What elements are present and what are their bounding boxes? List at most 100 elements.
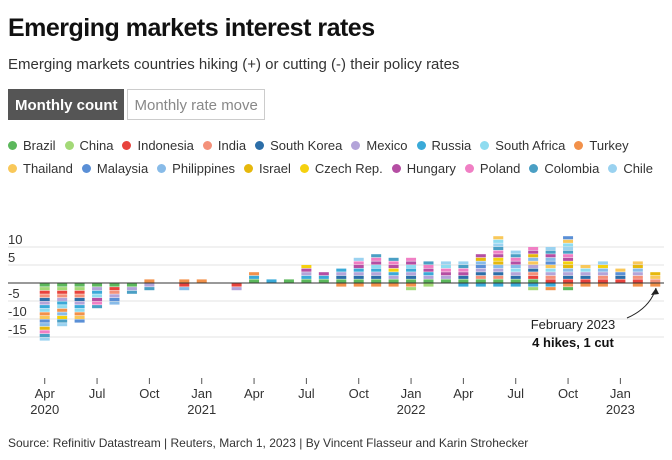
bar-segment-cut — [57, 283, 68, 287]
legend-label: Chile — [623, 161, 653, 176]
legend-swatch — [81, 164, 91, 173]
legend-item-colombia: Colombia — [529, 160, 599, 177]
bar-segment-hike — [493, 247, 504, 251]
bar-segment-hike — [493, 250, 504, 254]
bar-segment-cut — [650, 283, 661, 287]
bar-segment-cut — [39, 330, 50, 334]
bar-segment-hike — [371, 272, 382, 276]
bar-segment-cut — [109, 283, 120, 287]
legend-label: Thailand — [23, 161, 73, 176]
bar-segment-cut — [231, 287, 242, 291]
bar-segment-hike — [318, 272, 329, 276]
bar-segment-hike — [406, 257, 417, 261]
y-tick-label: 5 — [8, 250, 15, 265]
legend-label: China — [79, 138, 114, 153]
bar-segment-cut — [39, 312, 50, 316]
bar-segment-hike — [510, 265, 521, 269]
bar-segment-cut — [92, 297, 103, 301]
legend-label: South Africa — [495, 138, 566, 153]
chart-title: Emerging markets interest rates — [8, 14, 375, 42]
legend-item-mexico: Mexico — [351, 137, 408, 154]
bar-segment-cut — [57, 301, 68, 305]
bar-segment-hike — [510, 261, 521, 265]
legend-label: Russia — [431, 138, 472, 153]
bar-segment-hike — [597, 268, 608, 272]
bar-segment-hike — [353, 275, 364, 279]
bar-segment-cut — [545, 283, 556, 287]
bar-segment-cut — [74, 290, 85, 294]
legend-item-poland: Poland — [464, 160, 520, 177]
bar-segment-hike — [440, 268, 451, 272]
bar-segment-hike — [493, 275, 504, 279]
x-tick-year-label: 2020 — [30, 402, 59, 417]
bar-segment-hike — [510, 254, 521, 258]
legend-item-turkey: Turkey — [574, 137, 629, 154]
legend-swatch — [480, 141, 490, 150]
bar-segment-cut — [74, 301, 85, 305]
bar-segment-hike — [615, 272, 626, 276]
bar-segment-cut — [109, 294, 120, 298]
bar-segment-hike — [353, 265, 364, 269]
bar-segment-hike — [632, 265, 643, 269]
legend-swatch — [391, 164, 401, 173]
bar-segment-hike — [144, 279, 155, 283]
legend-item-philippines: Philippines — [157, 160, 235, 177]
bar-segment-cut — [74, 308, 85, 312]
bar-segment-cut — [597, 283, 608, 287]
tab-monthly-rate-move[interactable]: Monthly rate move — [127, 89, 265, 120]
bar-segment-cut — [563, 283, 574, 287]
bar-segment-hike — [597, 261, 608, 265]
tab-monthly-count[interactable]: Monthly count — [8, 89, 125, 120]
bar-segment-cut — [126, 287, 137, 291]
bar-segment-hike — [440, 265, 451, 269]
legend-swatch — [8, 141, 17, 150]
bar-segment-hike — [563, 239, 574, 243]
bar-segment-hike — [615, 268, 626, 272]
bar-segment-cut — [57, 323, 68, 327]
bar-segment-hike — [283, 279, 294, 283]
bar-segment-hike — [336, 275, 347, 279]
bar-segment-cut — [39, 333, 50, 337]
bar-segment-hike — [336, 268, 347, 272]
y-tick-label: -10 — [8, 304, 27, 319]
bar-segment-cut — [92, 305, 103, 309]
bar-segment-hike — [510, 279, 521, 283]
bar-segment-hike — [528, 247, 539, 251]
bar-segment-cut — [39, 337, 50, 341]
bar-segment-hike — [406, 272, 417, 276]
y-tick-label: -15 — [8, 322, 27, 337]
bar-segment-hike — [528, 272, 539, 276]
bar-segment-hike — [493, 272, 504, 276]
bar-segment-cut — [57, 315, 68, 319]
legend-swatch — [299, 164, 309, 173]
y-tick-label: 10 — [8, 232, 22, 247]
legend-swatch — [574, 141, 584, 150]
bar-segment-hike — [510, 250, 521, 254]
bar-segment-cut — [92, 287, 103, 291]
bar-segment-hike — [563, 275, 574, 279]
bar-segment-hike — [353, 268, 364, 272]
bar-segment-cut — [57, 294, 68, 298]
bar-segment-hike — [371, 279, 382, 283]
bar-segment-cut — [74, 283, 85, 287]
bar-segment-hike — [440, 272, 451, 276]
bar-segment-hike — [632, 279, 643, 283]
bar-segment-cut — [528, 283, 539, 287]
bar-segment-hike — [650, 275, 661, 279]
bar-segment-hike — [493, 265, 504, 269]
bar-segment-hike — [475, 279, 486, 283]
bar-segment-hike — [563, 257, 574, 261]
bar-segment-cut — [74, 319, 85, 323]
bar-segment-cut — [57, 290, 68, 294]
legend-label: Brazil — [23, 138, 56, 153]
bar-segment-hike — [423, 265, 434, 269]
bar-segment-hike — [493, 239, 504, 243]
bar-segment-hike — [650, 279, 661, 283]
bar-segment-hike — [597, 275, 608, 279]
legend-label: Hungary — [406, 161, 456, 176]
bar-segment-hike — [493, 243, 504, 247]
bar-segment-hike — [563, 265, 574, 269]
bar-segment-hike — [371, 268, 382, 272]
legend-label: Israel — [259, 161, 291, 176]
bar-segment-hike — [563, 268, 574, 272]
